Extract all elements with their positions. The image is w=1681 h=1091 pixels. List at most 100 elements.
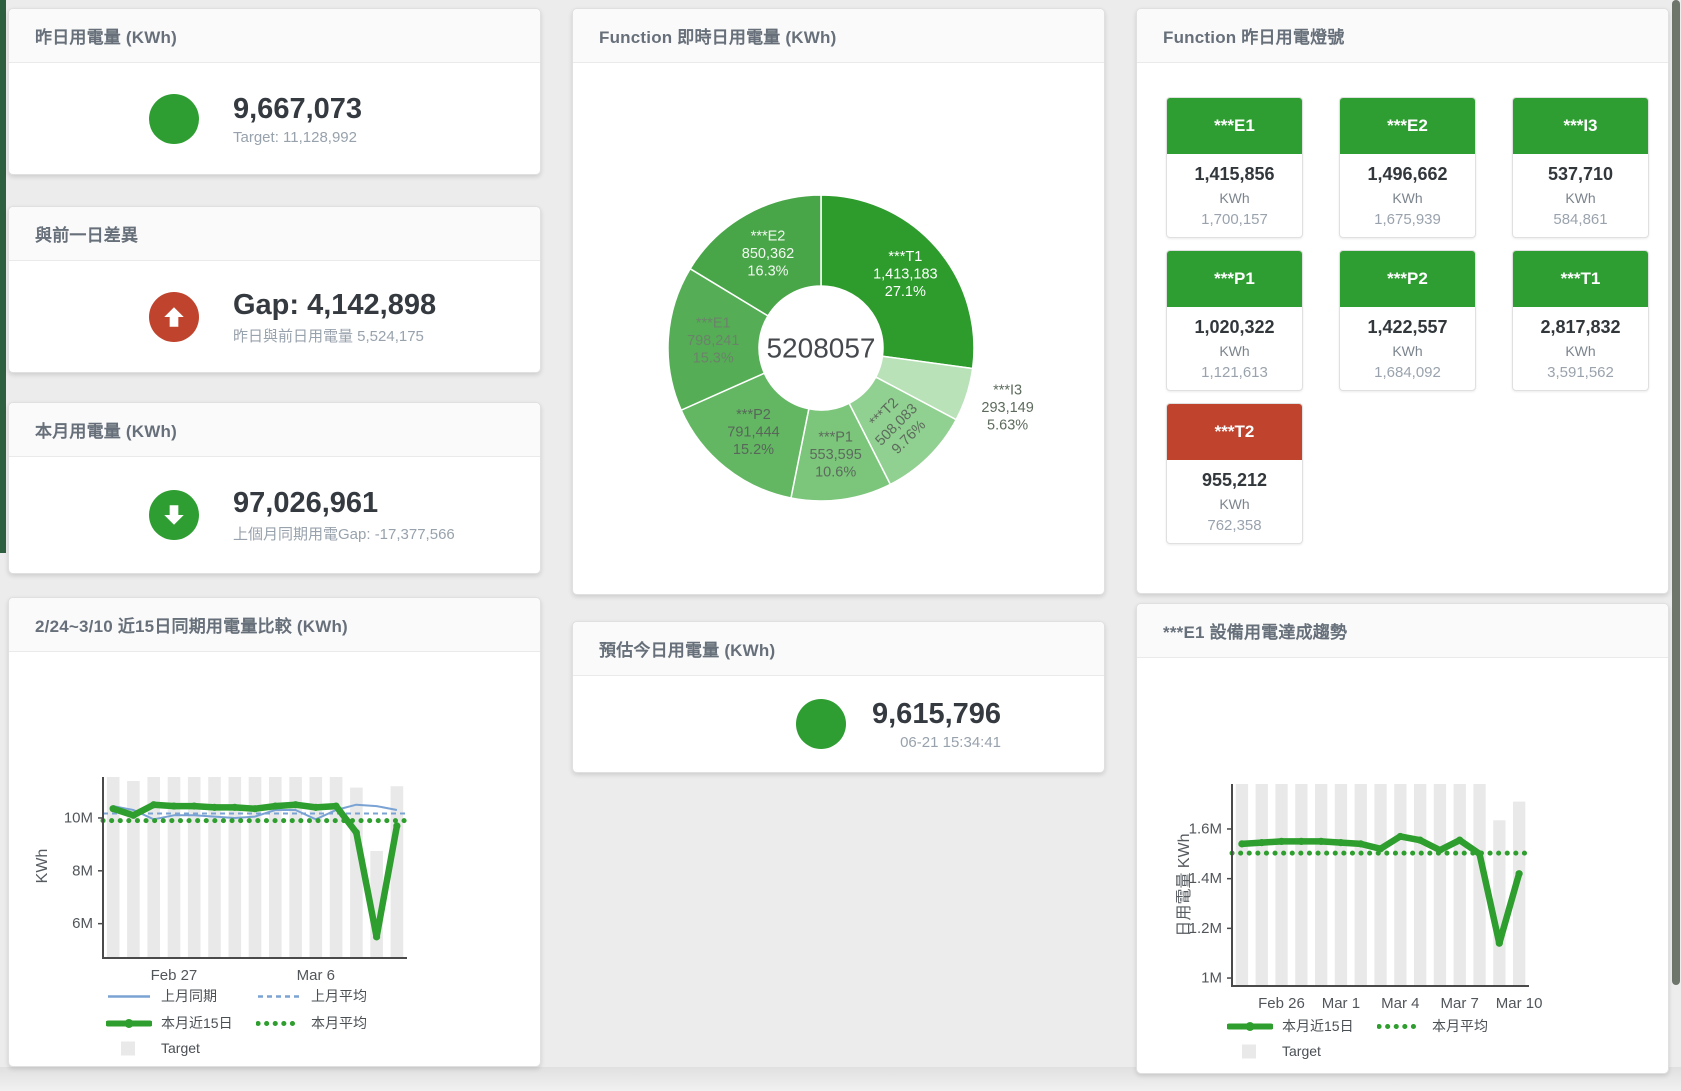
target-bar[interactable] (1255, 784, 1268, 986)
axes (1231, 784, 1529, 987)
data-point[interactable] (170, 802, 178, 810)
donut-slice[interactable] (667, 267, 770, 412)
data-point[interactable] (109, 805, 117, 813)
target-bar[interactable] (1513, 801, 1526, 986)
legend-item[interactable]: 本月平均 (1377, 1016, 1527, 1036)
data-point[interactable] (291, 801, 300, 809)
svg-text:***P2: ***P2 (736, 407, 771, 423)
target-bar[interactable] (1394, 784, 1407, 986)
svg-text:553,595: 553,595 (809, 447, 861, 463)
data-point[interactable] (190, 802, 198, 810)
target-bar[interactable] (269, 777, 282, 958)
device-tile[interactable]: ***T1 2,817,832 KWh 3,591,562 (1512, 250, 1649, 391)
data-point[interactable] (251, 805, 259, 813)
target-bar[interactable] (1315, 784, 1328, 986)
data-point[interactable] (332, 802, 340, 810)
legend-item[interactable]: 本月平均 (256, 1013, 406, 1033)
data-point[interactable] (1297, 837, 1305, 845)
target-bar[interactable] (329, 777, 343, 958)
target-bar[interactable] (1493, 820, 1506, 986)
target-bar[interactable] (1414, 784, 1427, 986)
target-bar[interactable] (1235, 784, 1249, 986)
device-tile-body: 955,212 KWh 762,358 (1167, 460, 1302, 543)
card-yesterday-usage: 昨日用電量 (KWh) 9,667,073 Target: 11,128,992 (8, 8, 541, 175)
svg-text:15.2%: 15.2% (733, 442, 774, 458)
target-bar[interactable] (1433, 784, 1447, 986)
data-point[interactable] (312, 803, 320, 811)
device-tile-value: 1,496,662 (1367, 164, 1448, 184)
legend-symbol (256, 1020, 302, 1026)
y-axis-label: 日用電量 KWh (1176, 833, 1193, 936)
data-point[interactable] (271, 802, 279, 810)
data-point[interactable] (1258, 839, 1266, 847)
device-tile-body: 2,817,832 KWh 3,591,562 (1513, 307, 1648, 390)
legend-label: 本月近15日 (161, 1015, 233, 1031)
kpi-subtext: Target: 11,128,992 (233, 128, 357, 146)
donut-slice[interactable] (820, 194, 975, 370)
data-point[interactable] (1416, 836, 1424, 844)
data-point[interactable] (1456, 836, 1464, 844)
data-point[interactable] (1357, 840, 1365, 848)
data-point[interactable] (150, 801, 158, 809)
device-tile-unit: KWh (1219, 496, 1250, 512)
target-bar[interactable] (390, 786, 404, 958)
target-bar[interactable] (1374, 784, 1387, 986)
device-tile[interactable]: ***E1 1,415,856 KWh 1,700,157 (1166, 97, 1303, 238)
target-bar[interactable] (1334, 784, 1348, 986)
y-tick-label: 8M (72, 862, 93, 879)
target-bar[interactable] (147, 777, 160, 958)
target-bar[interactable] (1453, 784, 1466, 986)
scrollbar-track[interactable] (1671, 0, 1681, 1091)
data-point[interactable] (352, 828, 360, 837)
data-point[interactable] (1396, 832, 1404, 841)
legend-symbol (1377, 1023, 1423, 1029)
target-bar[interactable] (106, 777, 120, 958)
data-point[interactable] (210, 803, 219, 811)
target-bar[interactable] (1295, 784, 1308, 986)
kpi-value: Gap: 4,142,898 (233, 288, 437, 321)
data-point[interactable] (1317, 837, 1325, 845)
device-tile-unit: KWh (1565, 343, 1596, 359)
e1-trend-chart[interactable]: 1M 1.2M 1.4M 1.6M Feb 26 Mar 1 Mar 4 Mar 7 Mar 1… (1137, 604, 1668, 1073)
svg-text:293,149: 293,149 (981, 400, 1033, 416)
device-tile[interactable]: ***I3 537,710 KWh 584,861 (1512, 97, 1649, 238)
data-point[interactable] (1238, 840, 1246, 848)
legend-label: 本月平均 (311, 1015, 367, 1031)
device-tile[interactable]: ***T2 955,212 KWh 762,358 (1166, 403, 1303, 544)
device-tile-body: 1,415,856 KWh 1,700,157 (1167, 154, 1302, 237)
card-title: 昨日用電量 (KWh) (35, 28, 177, 47)
data-point[interactable] (1277, 837, 1286, 845)
data-point[interactable] (129, 811, 137, 819)
legend-item[interactable]: 本月近15日 (106, 1013, 256, 1033)
data-point[interactable] (393, 822, 401, 830)
target-bar[interactable] (1354, 784, 1367, 986)
data-point[interactable] (1515, 870, 1523, 878)
target-bar[interactable] (208, 777, 221, 958)
legend-item[interactable]: 上月平均 (256, 986, 406, 1006)
device-tile[interactable]: ***P1 1,020,322 KWh 1,121,613 (1166, 250, 1303, 391)
device-tile[interactable]: ***E2 1,496,662 KWh 1,675,939 (1339, 97, 1476, 238)
target-bar[interactable] (248, 777, 262, 958)
legend-item[interactable]: Target (1227, 1043, 1377, 1059)
data-point[interactable] (231, 803, 239, 811)
donut-slice[interactable] (680, 372, 810, 499)
scrollbar-thumb[interactable] (1672, 0, 1680, 985)
data-point[interactable] (373, 933, 381, 941)
x-tick-label: Mar 6 (297, 967, 335, 984)
donut-slice[interactable] (689, 194, 822, 317)
data-point[interactable] (1495, 939, 1503, 947)
legend-item[interactable]: 本月近15日 (1227, 1016, 1377, 1036)
device-tile[interactable]: ***P2 1,422,557 KWh 1,684,092 (1339, 250, 1476, 391)
target-bar[interactable] (1473, 784, 1486, 986)
card-title: 2/24~3/10 近15日同期用電量比較 (KWh) (35, 617, 348, 636)
legend-item[interactable]: 上月同期 (106, 986, 256, 1006)
target-bar[interactable] (127, 781, 140, 958)
comparison-chart[interactable]: 6M 8M 10M Feb 27 Mar 6 KWh (9, 598, 540, 1066)
legend-item[interactable]: Target (106, 1040, 256, 1056)
series-line[interactable] (112, 803, 398, 821)
target-bar[interactable] (1275, 784, 1288, 986)
data-point[interactable] (1337, 839, 1345, 847)
y-axis-label: KWh (34, 849, 51, 884)
